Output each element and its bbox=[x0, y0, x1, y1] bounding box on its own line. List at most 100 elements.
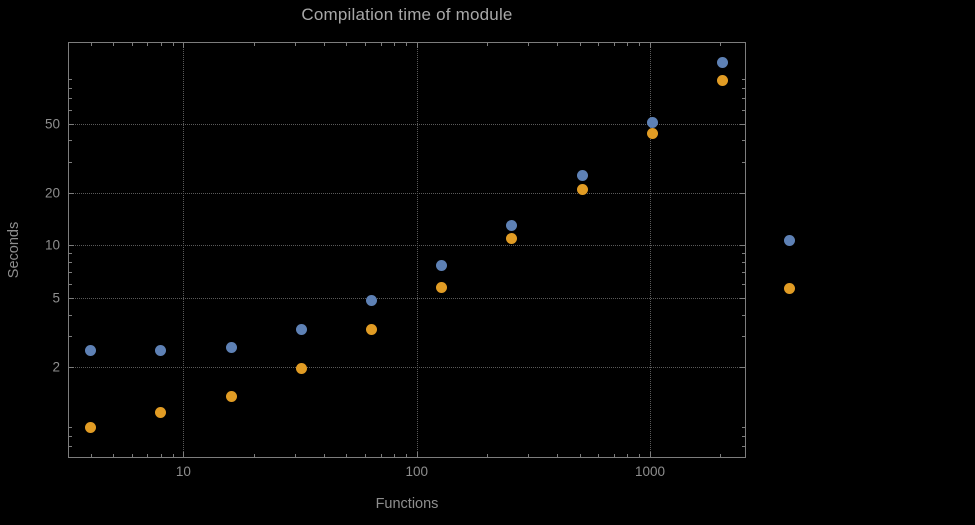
data-point-series-orange bbox=[295, 363, 307, 375]
y-tick-mark bbox=[742, 262, 745, 264]
y-tick-mark bbox=[69, 140, 72, 142]
plot-frame bbox=[68, 42, 746, 458]
y-tick-mark bbox=[69, 79, 72, 81]
y-tick-mark bbox=[740, 245, 745, 247]
data-point-series-blue bbox=[295, 323, 307, 335]
x-tick-mark bbox=[323, 43, 325, 46]
y-tick-mark bbox=[69, 427, 72, 429]
y-tick-mark bbox=[69, 109, 72, 111]
legend-marker-series-blue bbox=[784, 235, 795, 246]
data-point-series-orange bbox=[85, 421, 97, 433]
x-tick-mark bbox=[147, 43, 149, 46]
y-tick-mark bbox=[69, 262, 72, 264]
x-tick-mark bbox=[416, 452, 418, 457]
x-tick-mark bbox=[639, 43, 641, 46]
x-tick-mark bbox=[113, 454, 115, 457]
y-tick-mark bbox=[742, 314, 745, 316]
y-gridline bbox=[68, 366, 746, 368]
x-tick-mark bbox=[406, 454, 408, 457]
x-tick-mark bbox=[160, 454, 162, 457]
data-point-series-blue bbox=[576, 170, 588, 182]
legend-marker-series-orange bbox=[784, 283, 795, 294]
x-tick-mark bbox=[627, 43, 629, 46]
y-gridline bbox=[68, 192, 746, 194]
x-tick-mark bbox=[720, 43, 722, 46]
x-tick-mark bbox=[253, 43, 255, 46]
x-gridline bbox=[183, 42, 185, 458]
x-tick-mark bbox=[613, 454, 615, 457]
y-tick-mark bbox=[742, 336, 745, 338]
y-tick-mark bbox=[742, 88, 745, 89]
x-tick-mark bbox=[649, 43, 651, 48]
data-point-series-orange bbox=[646, 127, 658, 139]
y-tick-label: 5 bbox=[52, 290, 60, 306]
x-tick-label: 100 bbox=[405, 464, 428, 479]
data-point-series-blue bbox=[717, 57, 729, 69]
y-tick-mark bbox=[742, 109, 745, 111]
y-tick-mark bbox=[742, 427, 745, 429]
y-tick-mark bbox=[69, 272, 72, 274]
x-tick-mark bbox=[557, 454, 559, 457]
y-tick-mark bbox=[69, 366, 72, 368]
x-gridline bbox=[649, 42, 651, 458]
x-tick-mark bbox=[90, 43, 92, 46]
y-gridline bbox=[68, 123, 746, 125]
x-tick-mark bbox=[416, 43, 418, 48]
x-tick-mark bbox=[113, 43, 115, 46]
x-tick-mark bbox=[131, 454, 133, 457]
y-tick-mark bbox=[742, 253, 745, 255]
y-tick-mark bbox=[69, 436, 72, 438]
x-tick-mark bbox=[486, 43, 488, 46]
y-tick-mark bbox=[69, 283, 72, 285]
y-tick-label: 20 bbox=[44, 185, 60, 201]
x-tick-mark bbox=[294, 454, 296, 457]
data-point-series-orange bbox=[365, 323, 377, 335]
x-tick-mark bbox=[627, 454, 629, 457]
x-gridline bbox=[416, 42, 418, 458]
x-tick-mark bbox=[380, 454, 382, 457]
data-point-series-orange bbox=[436, 282, 448, 294]
x-tick-mark bbox=[528, 454, 529, 457]
data-point-series-orange bbox=[717, 75, 729, 87]
x-tick-mark bbox=[598, 454, 600, 457]
data-point-series-blue bbox=[436, 259, 448, 271]
y-tick-mark bbox=[742, 272, 745, 274]
y-tick-mark bbox=[742, 297, 745, 299]
data-point-series-orange bbox=[155, 406, 167, 418]
y-tick-mark bbox=[742, 98, 745, 100]
x-tick-mark bbox=[598, 43, 600, 46]
y-tick-mark bbox=[742, 140, 745, 142]
y-axis-label: Seconds bbox=[6, 221, 22, 279]
y-tick-mark bbox=[742, 283, 745, 285]
y-tick-mark bbox=[69, 253, 72, 255]
y-tick-mark bbox=[69, 88, 72, 89]
y-tick-mark bbox=[69, 245, 74, 247]
x-tick-mark bbox=[172, 43, 174, 46]
x-tick-mark bbox=[579, 454, 581, 457]
x-tick-mark bbox=[639, 454, 641, 457]
x-tick-mark bbox=[394, 454, 396, 457]
y-tick-mark bbox=[69, 98, 72, 100]
y-tick-mark bbox=[69, 192, 72, 194]
y-tick-mark bbox=[742, 366, 745, 368]
x-tick-mark bbox=[649, 452, 651, 457]
y-tick-label: 2 bbox=[52, 359, 60, 375]
y-gridline bbox=[68, 297, 746, 299]
legend bbox=[784, 235, 795, 294]
y-tick-mark bbox=[742, 436, 745, 438]
y-tick-mark bbox=[742, 79, 745, 81]
x-tick-mark bbox=[528, 43, 529, 46]
x-tick-mark bbox=[579, 43, 581, 46]
data-point-series-orange bbox=[506, 232, 518, 244]
y-tick-mark bbox=[69, 314, 72, 316]
y-tick-mark bbox=[742, 162, 745, 164]
x-tick-mark bbox=[183, 452, 185, 457]
x-tick-mark bbox=[346, 43, 348, 46]
data-point-series-blue bbox=[85, 344, 97, 356]
y-tick-mark bbox=[69, 297, 72, 299]
chart-title: Compilation time of module bbox=[301, 5, 513, 24]
y-tick-mark bbox=[742, 123, 745, 125]
x-tick-mark bbox=[323, 454, 325, 457]
x-tick-mark bbox=[131, 43, 133, 46]
x-tick-mark bbox=[147, 454, 149, 457]
